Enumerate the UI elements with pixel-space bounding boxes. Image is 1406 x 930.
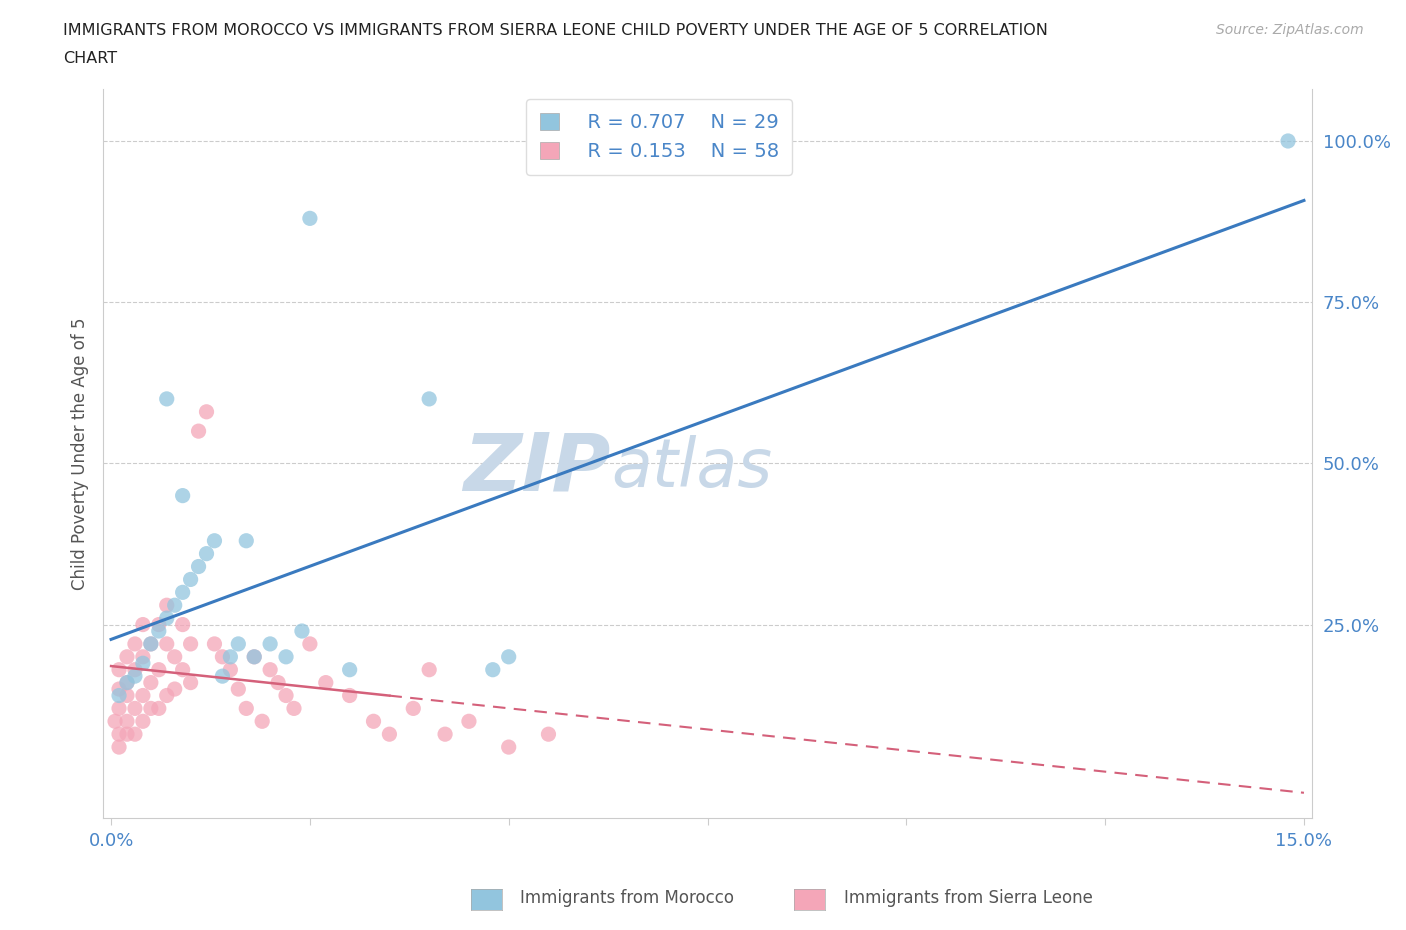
Point — [115, 675, 138, 690]
Point — [108, 688, 131, 703]
Text: ZIP: ZIP — [464, 430, 610, 507]
Point — [259, 662, 281, 677]
Legend:   R = 0.707    N = 29,   R = 0.153    N = 58: R = 0.707 N = 29, R = 0.153 N = 58 — [526, 100, 793, 175]
Point — [115, 649, 138, 664]
Point — [243, 649, 266, 664]
Point — [156, 611, 179, 626]
Point — [481, 662, 503, 677]
Point — [139, 701, 162, 716]
Text: Source: ZipAtlas.com: Source: ZipAtlas.com — [1216, 23, 1364, 37]
Point — [298, 211, 321, 226]
Point — [458, 714, 481, 729]
Point — [108, 701, 131, 716]
Point — [259, 636, 281, 651]
Point — [498, 649, 520, 664]
Y-axis label: Child Poverty Under the Age of 5: Child Poverty Under the Age of 5 — [72, 317, 89, 590]
Point — [195, 546, 218, 561]
Point — [219, 649, 242, 664]
Point — [250, 714, 273, 729]
Point — [228, 682, 250, 697]
Point — [172, 662, 194, 677]
Point — [132, 649, 155, 664]
Point — [180, 636, 202, 651]
Point — [115, 726, 138, 741]
Point — [148, 662, 170, 677]
Point — [108, 739, 131, 754]
Point — [132, 618, 155, 632]
Point — [163, 682, 186, 697]
Text: atlas: atlas — [610, 435, 772, 501]
Point — [298, 636, 321, 651]
Point — [291, 624, 314, 639]
Point — [115, 688, 138, 703]
Point — [418, 392, 440, 406]
Point — [339, 688, 361, 703]
Point — [243, 649, 266, 664]
Point — [498, 739, 520, 754]
Point — [156, 392, 179, 406]
Point — [402, 701, 425, 716]
Point — [187, 424, 209, 439]
Point — [339, 662, 361, 677]
Point — [124, 726, 146, 741]
Point — [274, 649, 297, 664]
Text: Immigrants from Morocco: Immigrants from Morocco — [520, 889, 734, 907]
Point — [148, 624, 170, 639]
Point — [115, 675, 138, 690]
Point — [180, 675, 202, 690]
Point — [132, 656, 155, 671]
Point — [124, 636, 146, 651]
Text: CHART: CHART — [63, 51, 117, 66]
Point — [235, 701, 257, 716]
Point — [163, 649, 186, 664]
Point — [187, 559, 209, 574]
Point — [108, 726, 131, 741]
Point — [156, 688, 179, 703]
Point — [378, 726, 401, 741]
Point — [172, 585, 194, 600]
Point — [204, 636, 226, 651]
Point — [418, 662, 440, 677]
Point — [180, 572, 202, 587]
Point — [139, 636, 162, 651]
Point — [148, 618, 170, 632]
Point — [172, 488, 194, 503]
Point — [124, 662, 146, 677]
Point — [274, 688, 297, 703]
Point — [211, 649, 233, 664]
Point — [537, 726, 560, 741]
Point — [363, 714, 385, 729]
Text: Immigrants from Sierra Leone: Immigrants from Sierra Leone — [844, 889, 1092, 907]
Point — [156, 636, 179, 651]
Point — [124, 669, 146, 684]
Point — [104, 714, 127, 729]
Point — [163, 598, 186, 613]
Point — [211, 669, 233, 684]
Point — [139, 636, 162, 651]
Point — [108, 682, 131, 697]
Point — [132, 714, 155, 729]
Point — [108, 662, 131, 677]
Point — [235, 533, 257, 548]
Point — [204, 533, 226, 548]
Point — [434, 726, 457, 741]
Point — [195, 405, 218, 419]
Point — [228, 636, 250, 651]
Point — [172, 618, 194, 632]
Point — [148, 701, 170, 716]
Point — [315, 675, 337, 690]
Text: IMMIGRANTS FROM MOROCCO VS IMMIGRANTS FROM SIERRA LEONE CHILD POVERTY UNDER THE : IMMIGRANTS FROM MOROCCO VS IMMIGRANTS FR… — [63, 23, 1047, 38]
Point — [267, 675, 290, 690]
Point — [115, 714, 138, 729]
Point — [1277, 134, 1299, 149]
Point — [219, 662, 242, 677]
Point — [283, 701, 305, 716]
Point — [124, 701, 146, 716]
Point — [156, 598, 179, 613]
Point — [139, 675, 162, 690]
Point — [132, 688, 155, 703]
